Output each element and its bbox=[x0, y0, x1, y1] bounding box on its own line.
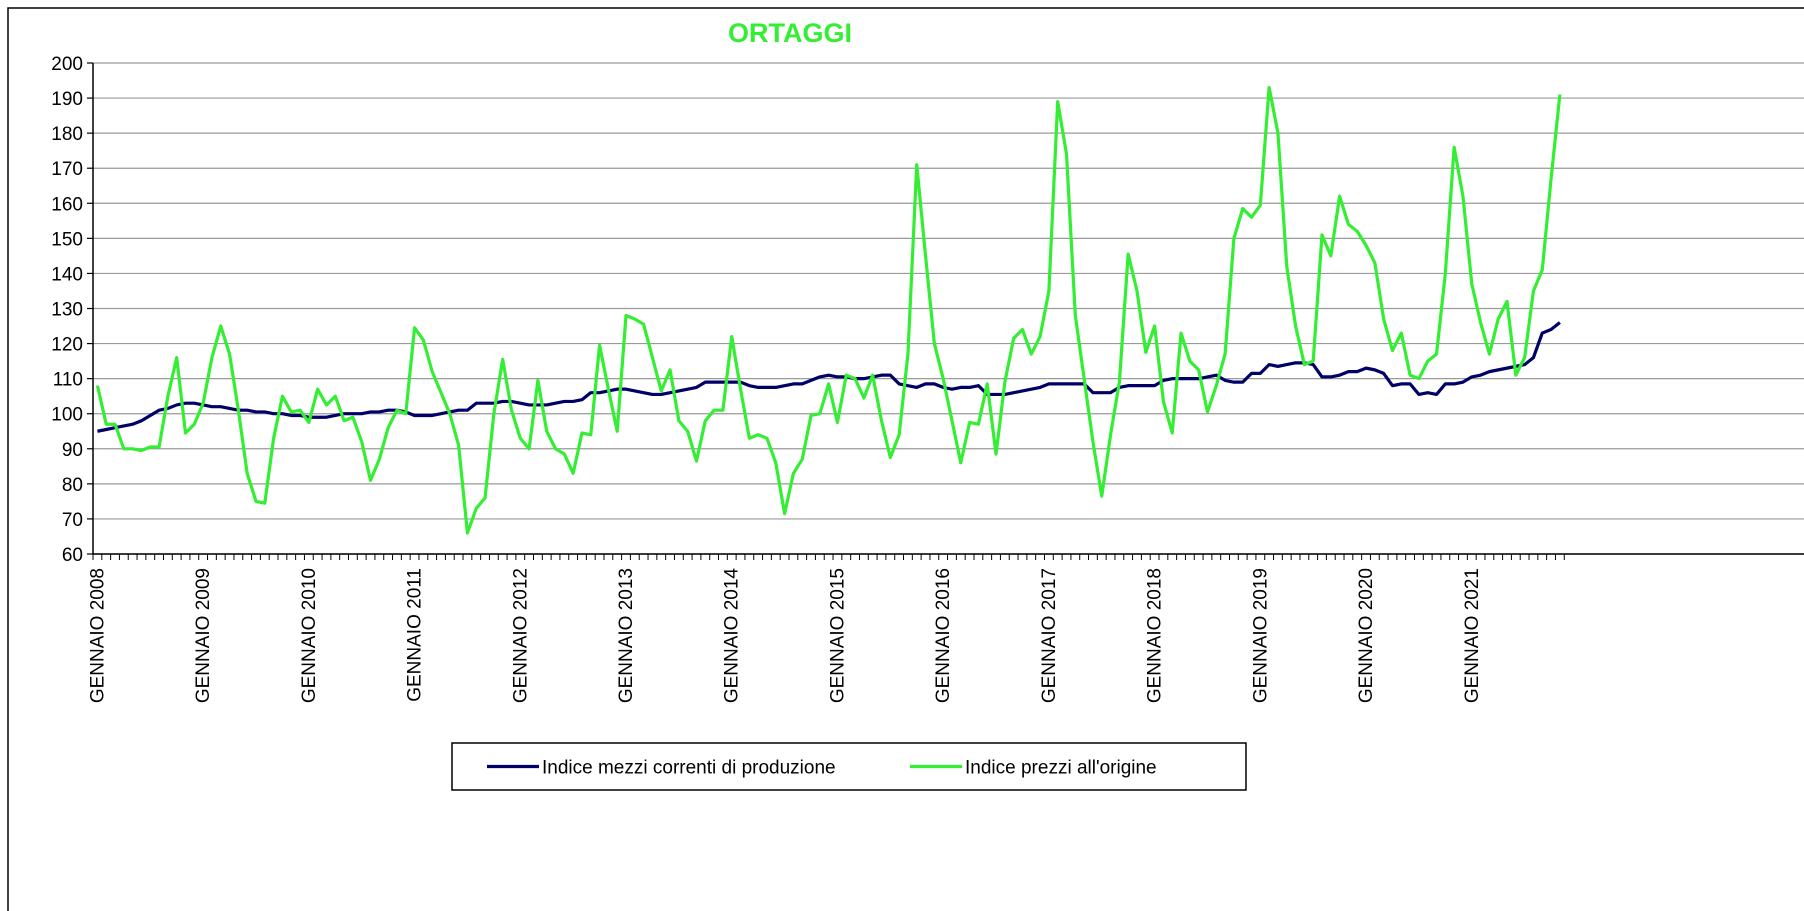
x-tick-label: GENNAIO 2016 bbox=[933, 568, 954, 703]
y-tick-label: 80 bbox=[62, 475, 83, 496]
legend-box bbox=[451, 742, 1247, 791]
x-tick-label: GENNAIO 2013 bbox=[616, 568, 637, 703]
y-tick-label: 180 bbox=[51, 124, 83, 145]
chart-title: ORTAGGI bbox=[728, 18, 852, 48]
y-tick-label: 120 bbox=[51, 335, 83, 356]
x-tick-label: GENNAIO 2018 bbox=[1145, 568, 1166, 703]
y-tick-label: 110 bbox=[53, 370, 83, 391]
y-tick-label: 60 bbox=[62, 545, 83, 566]
legend-label: Indice prezzi all'origine bbox=[965, 758, 1157, 779]
y-tick-label: 150 bbox=[51, 229, 83, 250]
y-tick-label: 130 bbox=[51, 300, 83, 321]
x-tick-label: GENNAIO 2009 bbox=[193, 568, 214, 703]
x-tick-label: GENNAIO 2012 bbox=[510, 568, 531, 703]
legend-label: Indice mezzi correnti di produzione bbox=[542, 758, 836, 779]
series-line bbox=[95, 85, 1562, 535]
x-tick-label: GENNAIO 2010 bbox=[299, 568, 320, 703]
x-tick-label: GENNAIO 2017 bbox=[1039, 568, 1060, 703]
y-tick-label: 90 bbox=[62, 440, 83, 461]
y-tick-label: 160 bbox=[51, 194, 83, 215]
y-tick-label: 200 bbox=[51, 54, 83, 75]
y-tick-label: 70 bbox=[62, 510, 83, 531]
x-tick-label: GENNAIO 2020 bbox=[1356, 568, 1377, 703]
x-tick-label: GENNAIO 2011 bbox=[405, 568, 426, 702]
x-tick-label: GENNAIO 2019 bbox=[1250, 568, 1271, 703]
x-tick-label: GENNAIO 2021 bbox=[1462, 568, 1483, 703]
x-tick-label: GENNAIO 2008 bbox=[87, 568, 108, 703]
y-tick-label: 140 bbox=[51, 264, 83, 285]
x-tick-label: GENNAIO 2014 bbox=[722, 568, 743, 704]
x-tick-label: GENNAIO 2015 bbox=[827, 568, 848, 703]
y-tick-label: 170 bbox=[51, 159, 83, 180]
y-tick-label: 190 bbox=[51, 89, 83, 110]
y-tick-label: 100 bbox=[51, 405, 83, 426]
